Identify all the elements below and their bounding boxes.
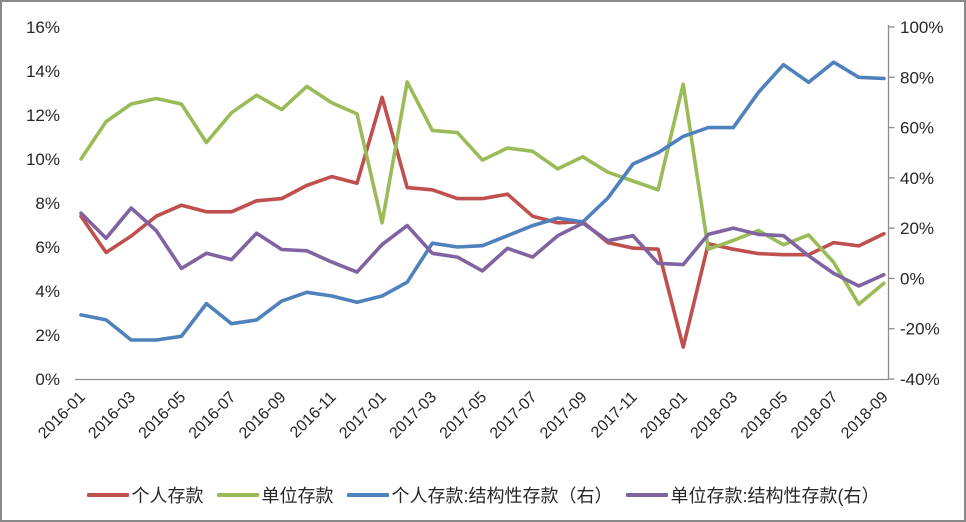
- series-line-2: [79, 60, 886, 342]
- left-axis-tick-label: 0%: [35, 370, 60, 389]
- legend-label: 个人存款:结构性存款（右）: [391, 486, 613, 506]
- right-axis-tick-label: 80%: [900, 68, 934, 87]
- legend-swatch-icon: [216, 493, 259, 497]
- left-axis-tick-label: 16%: [26, 18, 60, 37]
- right-axis-tick-label: -20%: [900, 320, 940, 339]
- x-axis-tick-label: 2017-01: [336, 389, 390, 443]
- right-axis-tick-label: 100%: [900, 18, 943, 37]
- x-axis-tick-label: 2017-09: [537, 389, 591, 443]
- series-line-0: [79, 95, 886, 349]
- x-axis-tick-label: 2016-09: [236, 389, 290, 443]
- legend-swatch-icon: [86, 493, 129, 497]
- x-axis-tick-label: 2018-03: [688, 389, 742, 443]
- left-axis-tick-label: 4%: [35, 282, 60, 301]
- legend-label: 单位存款: [261, 486, 334, 506]
- x-axis-tick-label: 2018-01: [637, 389, 691, 443]
- left-axis-tick-label: 8%: [35, 194, 60, 213]
- x-axis-tick-label: 2018-05: [738, 389, 792, 443]
- legend-item-3: 单位存款:结构性存款(右）: [625, 482, 880, 508]
- chart-legend: 个人存款 单位存款 个人存款:结构性存款（右） 单位存款:结构性存款(右）: [2, 478, 964, 512]
- legend-label: 单位存款:结构性存款(右）: [670, 486, 880, 506]
- x-axis-tick-label: 2016-11: [287, 389, 340, 442]
- right-axis-tick-label: 60%: [900, 119, 934, 138]
- left-axis-tick-label: 2%: [35, 326, 60, 345]
- x-axis-tick-label: 2016-03: [85, 389, 139, 443]
- left-axis-tick-label: 6%: [35, 238, 60, 257]
- legend-item-1: 单位存款: [216, 482, 334, 508]
- x-axis-tick-label: 2018-07: [788, 389, 842, 443]
- x-axis-tick-label: 2018-09: [838, 389, 892, 443]
- x-axis-tick-label: 2017-07: [487, 389, 541, 443]
- legend-swatch-icon: [625, 493, 668, 497]
- right-axis-tick-label: 0%: [900, 269, 925, 288]
- right-axis-tick-label: -40%: [900, 370, 940, 389]
- legend-swatch-icon: [346, 493, 389, 497]
- x-axis-tick-label: 2017-05: [437, 389, 491, 443]
- right-axis-tick-label: 40%: [900, 169, 934, 188]
- x-axis-tick-label: 2016-07: [186, 389, 240, 443]
- left-axis-tick-label: 10%: [26, 150, 60, 169]
- x-axis-tick-label: 2017-03: [387, 389, 441, 443]
- legend-item-2: 个人存款:结构性存款（右）: [346, 482, 613, 508]
- x-axis-tick-label: 2016-01: [35, 389, 89, 443]
- right-axis-tick-label: 20%: [900, 219, 934, 238]
- left-axis-tick-label: 14%: [26, 62, 60, 81]
- left-axis-tick-label: 12%: [26, 106, 60, 125]
- legend-item-0: 个人存款: [86, 482, 204, 508]
- x-axis-tick-label: 2016-05: [136, 389, 190, 443]
- legend-label: 个人存款: [131, 486, 204, 506]
- x-axis-tick-label: 2017-11: [588, 389, 641, 442]
- series-line-3: [79, 206, 886, 288]
